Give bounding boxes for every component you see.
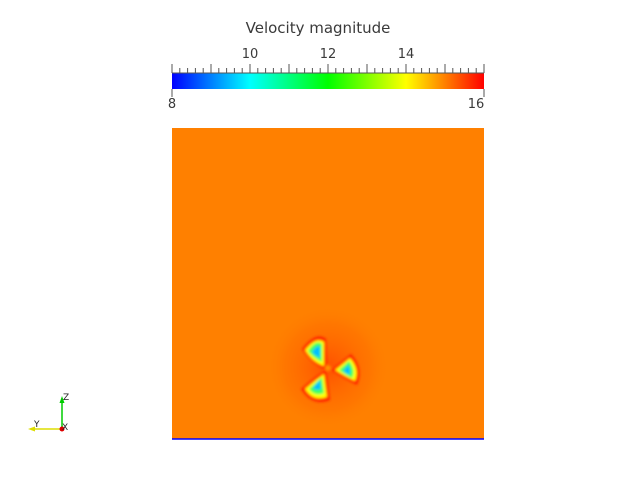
- velocity-field: [172, 128, 484, 440]
- z-axis-label: Z: [63, 393, 70, 403]
- z-axis-arrow: [59, 396, 65, 403]
- orientation-axes: [28, 396, 65, 432]
- x-axis-label: X: [62, 423, 69, 433]
- blade-wake-3: [301, 370, 330, 402]
- colorbar-min-label: 8: [167, 97, 177, 112]
- colorbar-ticks: [171, 64, 485, 97]
- colorbar-major-label: 14: [397, 47, 415, 62]
- blade-wake-2: [331, 354, 360, 385]
- colorbar-gradient: [172, 73, 484, 89]
- rotor-hub: [325, 365, 331, 371]
- y-axis-label: Y: [34, 420, 40, 430]
- blade-wake-1: [302, 336, 327, 370]
- colorbar-major-label: 12: [319, 47, 337, 62]
- colorbar-title: Velocity magnitude: [245, 19, 391, 37]
- y-axis-arrow: [28, 426, 35, 432]
- colorbar-major-label: 10: [241, 47, 259, 62]
- colorbar-max-label: 16: [467, 97, 485, 112]
- rotor-wake: [301, 336, 360, 402]
- colorbar: [171, 64, 485, 97]
- x-axis-dot: [59, 426, 65, 432]
